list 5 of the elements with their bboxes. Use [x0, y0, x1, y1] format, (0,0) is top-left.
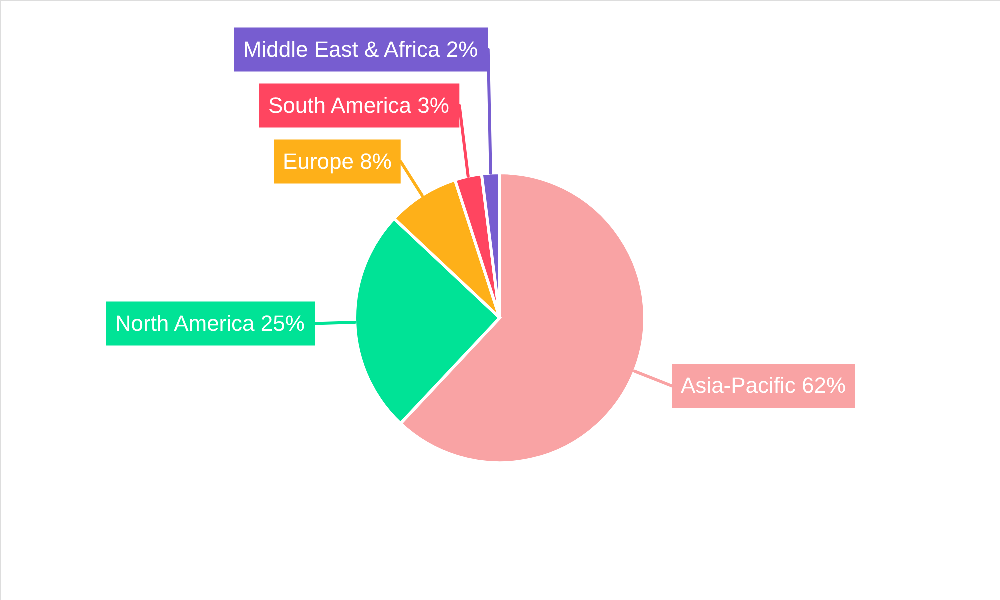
slice-label: South America 3% — [268, 92, 450, 118]
slice-label: Europe 8% — [283, 148, 392, 174]
slice-label: Middle East & Africa 2% — [243, 36, 478, 62]
slice-label: Asia-Pacific 62% — [681, 373, 846, 398]
slice-label: North America 25% — [115, 310, 305, 336]
